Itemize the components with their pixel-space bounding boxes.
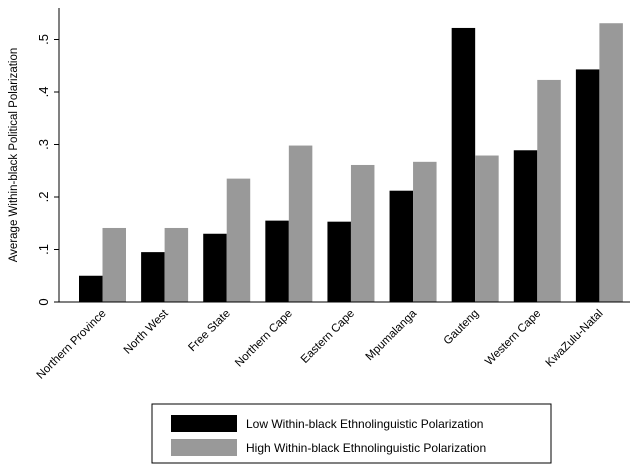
bar-high-6 [475,155,499,302]
bar-low-1 [141,252,165,302]
legend-label-high: High Within-black Ethnolinguistic Polari… [246,441,486,455]
bar-low-2 [203,233,227,302]
legend: Low Within-black Ethnolinguistic Polariz… [151,403,552,464]
legend-swatch-high [171,439,237,456]
y-tick-label: .2 [36,192,51,203]
bar-high-2 [226,178,251,302]
y-tick-label: 0 [36,298,51,305]
y-tick-label: .4 [36,87,51,98]
bar-high-4 [350,164,375,302]
bar-low-8 [575,69,600,302]
bar-low-7 [513,150,538,302]
legend-swatch-low [171,415,237,432]
bar-low-6 [451,27,476,302]
bar-high-7 [537,79,561,302]
x-category-label: Mpumalanga [364,307,420,363]
bar-high-5 [413,161,437,302]
x-category-label: Free State [186,308,232,354]
x-category-label: Eastern Cape [299,308,357,366]
y-axis-title: Average Within-black Political Polarizat… [8,48,20,263]
bar-high-3 [288,145,313,302]
bar-high-0 [102,227,126,302]
x-category-label: North West [122,307,172,357]
x-category-label: Gauteng [442,308,482,348]
y-tick-label: .1 [36,244,51,255]
x-category-label: KwaZulu-Natal [544,308,606,370]
y-ticks-group: 0 .1 .2 .3 .4 .5 [36,34,59,306]
y-tick-label: .5 [36,34,51,45]
bar-low-3 [265,220,289,302]
x-category-label: Northern Cape [233,308,295,370]
bar-low-5 [389,190,414,302]
bar-high-8 [599,23,623,302]
x-category-label: Northern Province [35,308,109,382]
legend-label-low: Low Within-black Ethnolinguistic Polariz… [246,417,483,431]
bar-high-1 [164,227,189,302]
bar-low-0 [79,275,103,302]
bar-low-4 [327,221,351,302]
x-category-label: Western Cape [483,308,543,368]
x-labels-group: Northern Province North West Free State Nor… [35,307,606,382]
bars-group [79,23,623,302]
y-tick-label: .3 [36,139,51,150]
